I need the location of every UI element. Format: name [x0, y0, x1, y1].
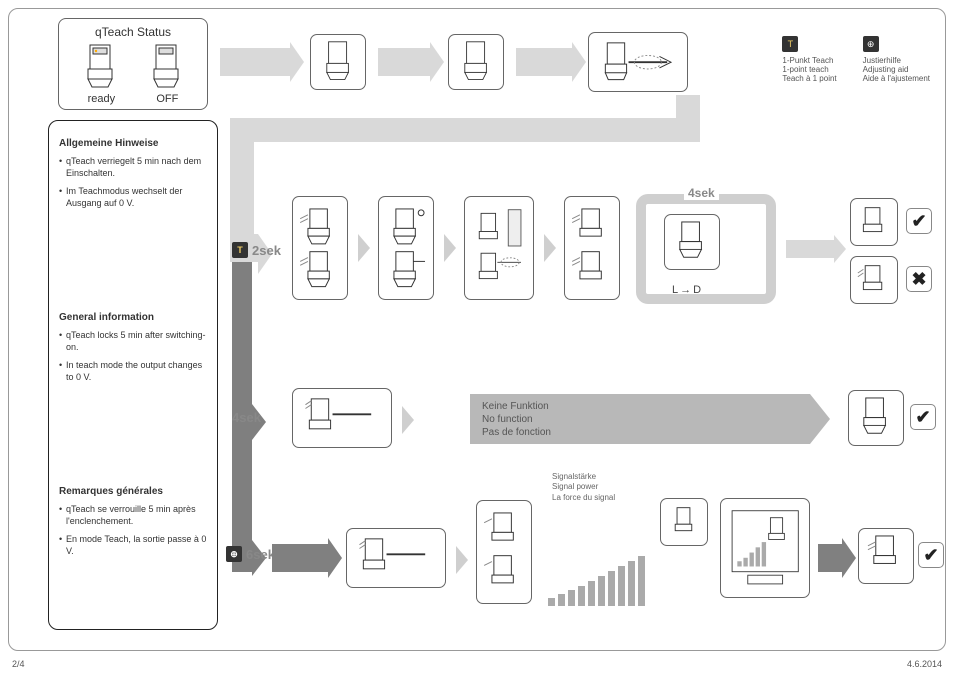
- info-fr-item: qTeach se verrouille 5 min après l'encle…: [59, 503, 207, 527]
- info-de-item: Im Teachmodus wechselt der Ausgang auf 0…: [59, 185, 207, 209]
- arrow-right-icon: →: [680, 284, 691, 296]
- signal-text: Signalstärke Signal power La force du si…: [552, 472, 615, 503]
- step-6sek-label: ⊕ 6sek: [226, 546, 275, 562]
- chevron-icon: [544, 234, 556, 262]
- chevron-icon: [402, 406, 414, 434]
- teach-badge-icon: T: [782, 36, 798, 52]
- sensor-reflector-icon: [464, 196, 534, 300]
- sensor-pair-tool-icon: [378, 196, 434, 300]
- info-de-item: qTeach verriegelt 5 min nach dem Einscha…: [59, 155, 207, 179]
- nofunc-banner: Keine Funktion No function Pas de foncti…: [470, 394, 810, 444]
- sensor-with-tool-icon: [346, 528, 446, 588]
- legend-teach-line: Teach à 1 point: [782, 74, 836, 83]
- step-2sek-text: 2sek: [252, 243, 281, 258]
- sensor-step-icon: [310, 34, 366, 90]
- signal-display-icon: [720, 498, 810, 598]
- nofunc-en: No function: [482, 413, 798, 426]
- nofunc-de: Keine Funktion: [482, 400, 798, 413]
- signal-de: Signalstärke: [552, 472, 615, 482]
- chevron-icon: [358, 234, 370, 262]
- page-number: 2/4: [12, 659, 25, 669]
- chevron-icon: [456, 546, 468, 574]
- page-date: 4.6.2014: [907, 659, 942, 669]
- status-off-label: OFF: [156, 93, 178, 105]
- sensor-ready-icon: [79, 43, 121, 91]
- arrow-icon: [378, 48, 430, 76]
- footer: 2/4 4.6.2014: [12, 659, 942, 669]
- check-icon: [910, 404, 936, 430]
- nofunc-fr: Pas de fonction: [482, 426, 798, 439]
- sensor-off-icon: [145, 43, 187, 91]
- arrow-icon: [272, 544, 328, 572]
- step-4sek-text: 4sek: [232, 410, 261, 425]
- legend-teach-line: 1-Punkt Teach: [782, 56, 836, 65]
- arrow-icon: [516, 48, 572, 76]
- step-2sek-label: T 2sek: [232, 242, 281, 258]
- legend-aim-line: Adjusting aid: [863, 65, 930, 74]
- flow-path: [230, 118, 700, 142]
- signal-bars-icon: [548, 556, 645, 606]
- info-en-title: General information: [59, 311, 207, 325]
- sensor-with-tool-icon: [588, 32, 688, 92]
- legend: T 1-Punkt Teach 1-point teach Teach à 1 …: [782, 36, 930, 83]
- info-fr-title: Remarques générales: [59, 485, 207, 499]
- arrow-icon: [786, 240, 834, 258]
- arrow-icon: [818, 544, 842, 572]
- step-6sek-text: 6sek: [246, 547, 275, 562]
- aim-badge-icon: ⊕: [863, 36, 879, 52]
- sensor-result-icon: [848, 390, 904, 446]
- arrow-icon: [220, 48, 290, 76]
- info-de-title: Allgemeine Hinweise: [59, 137, 207, 151]
- check-icon: [906, 208, 932, 234]
- info-en-item: qTeach locks 5 min after switching-on.: [59, 329, 207, 353]
- chevron-icon: [444, 234, 456, 262]
- sensor-pair-icon: [292, 196, 348, 300]
- sensor-result-icon: [858, 528, 914, 584]
- sensor-result-icon: [850, 198, 898, 246]
- legend-aim-line: Aide à l'ajustement: [863, 74, 930, 83]
- teach-badge-icon: T: [232, 242, 248, 258]
- sensor-with-tool-icon: [292, 388, 392, 448]
- ld-from: L: [672, 284, 678, 296]
- cross-icon: [906, 266, 932, 292]
- signal-en: Signal power: [552, 482, 615, 492]
- legend-aim-line: Justierhilfe: [863, 56, 930, 65]
- status-ready-label: ready: [88, 93, 116, 105]
- sensor-loop-icon: [664, 214, 720, 270]
- qteach-status-box: qTeach Status ready OFF: [58, 18, 208, 110]
- flow-path: [230, 118, 254, 248]
- sensor-step-icon: [448, 34, 504, 90]
- check-icon: [918, 542, 944, 568]
- sensor-small-icon: [660, 498, 708, 546]
- sensor-pair-icon: [564, 196, 620, 300]
- sensor-pair-icon: [476, 500, 532, 604]
- info-fr-item: En mode Teach, la sortie passe à 0 V.: [59, 533, 207, 557]
- ld-label: L → D: [672, 284, 701, 296]
- sensor-result-icon: [850, 256, 898, 304]
- info-box: Allgemeine Hinweise qTeach verriegelt 5 …: [48, 120, 218, 630]
- ld-to: D: [693, 284, 701, 296]
- signal-fr: La force du signal: [552, 493, 615, 503]
- info-en-item: In teach mode the output changes to 0 V.: [59, 359, 207, 383]
- legend-teach-line: 1-point teach: [782, 65, 836, 74]
- status-title: qTeach Status: [67, 25, 199, 39]
- step-4sek-label: 4sek: [232, 410, 261, 425]
- aim-badge-icon: ⊕: [226, 546, 242, 562]
- flow-path: [676, 95, 700, 142]
- loop-4sek-label: 4sek: [684, 186, 719, 200]
